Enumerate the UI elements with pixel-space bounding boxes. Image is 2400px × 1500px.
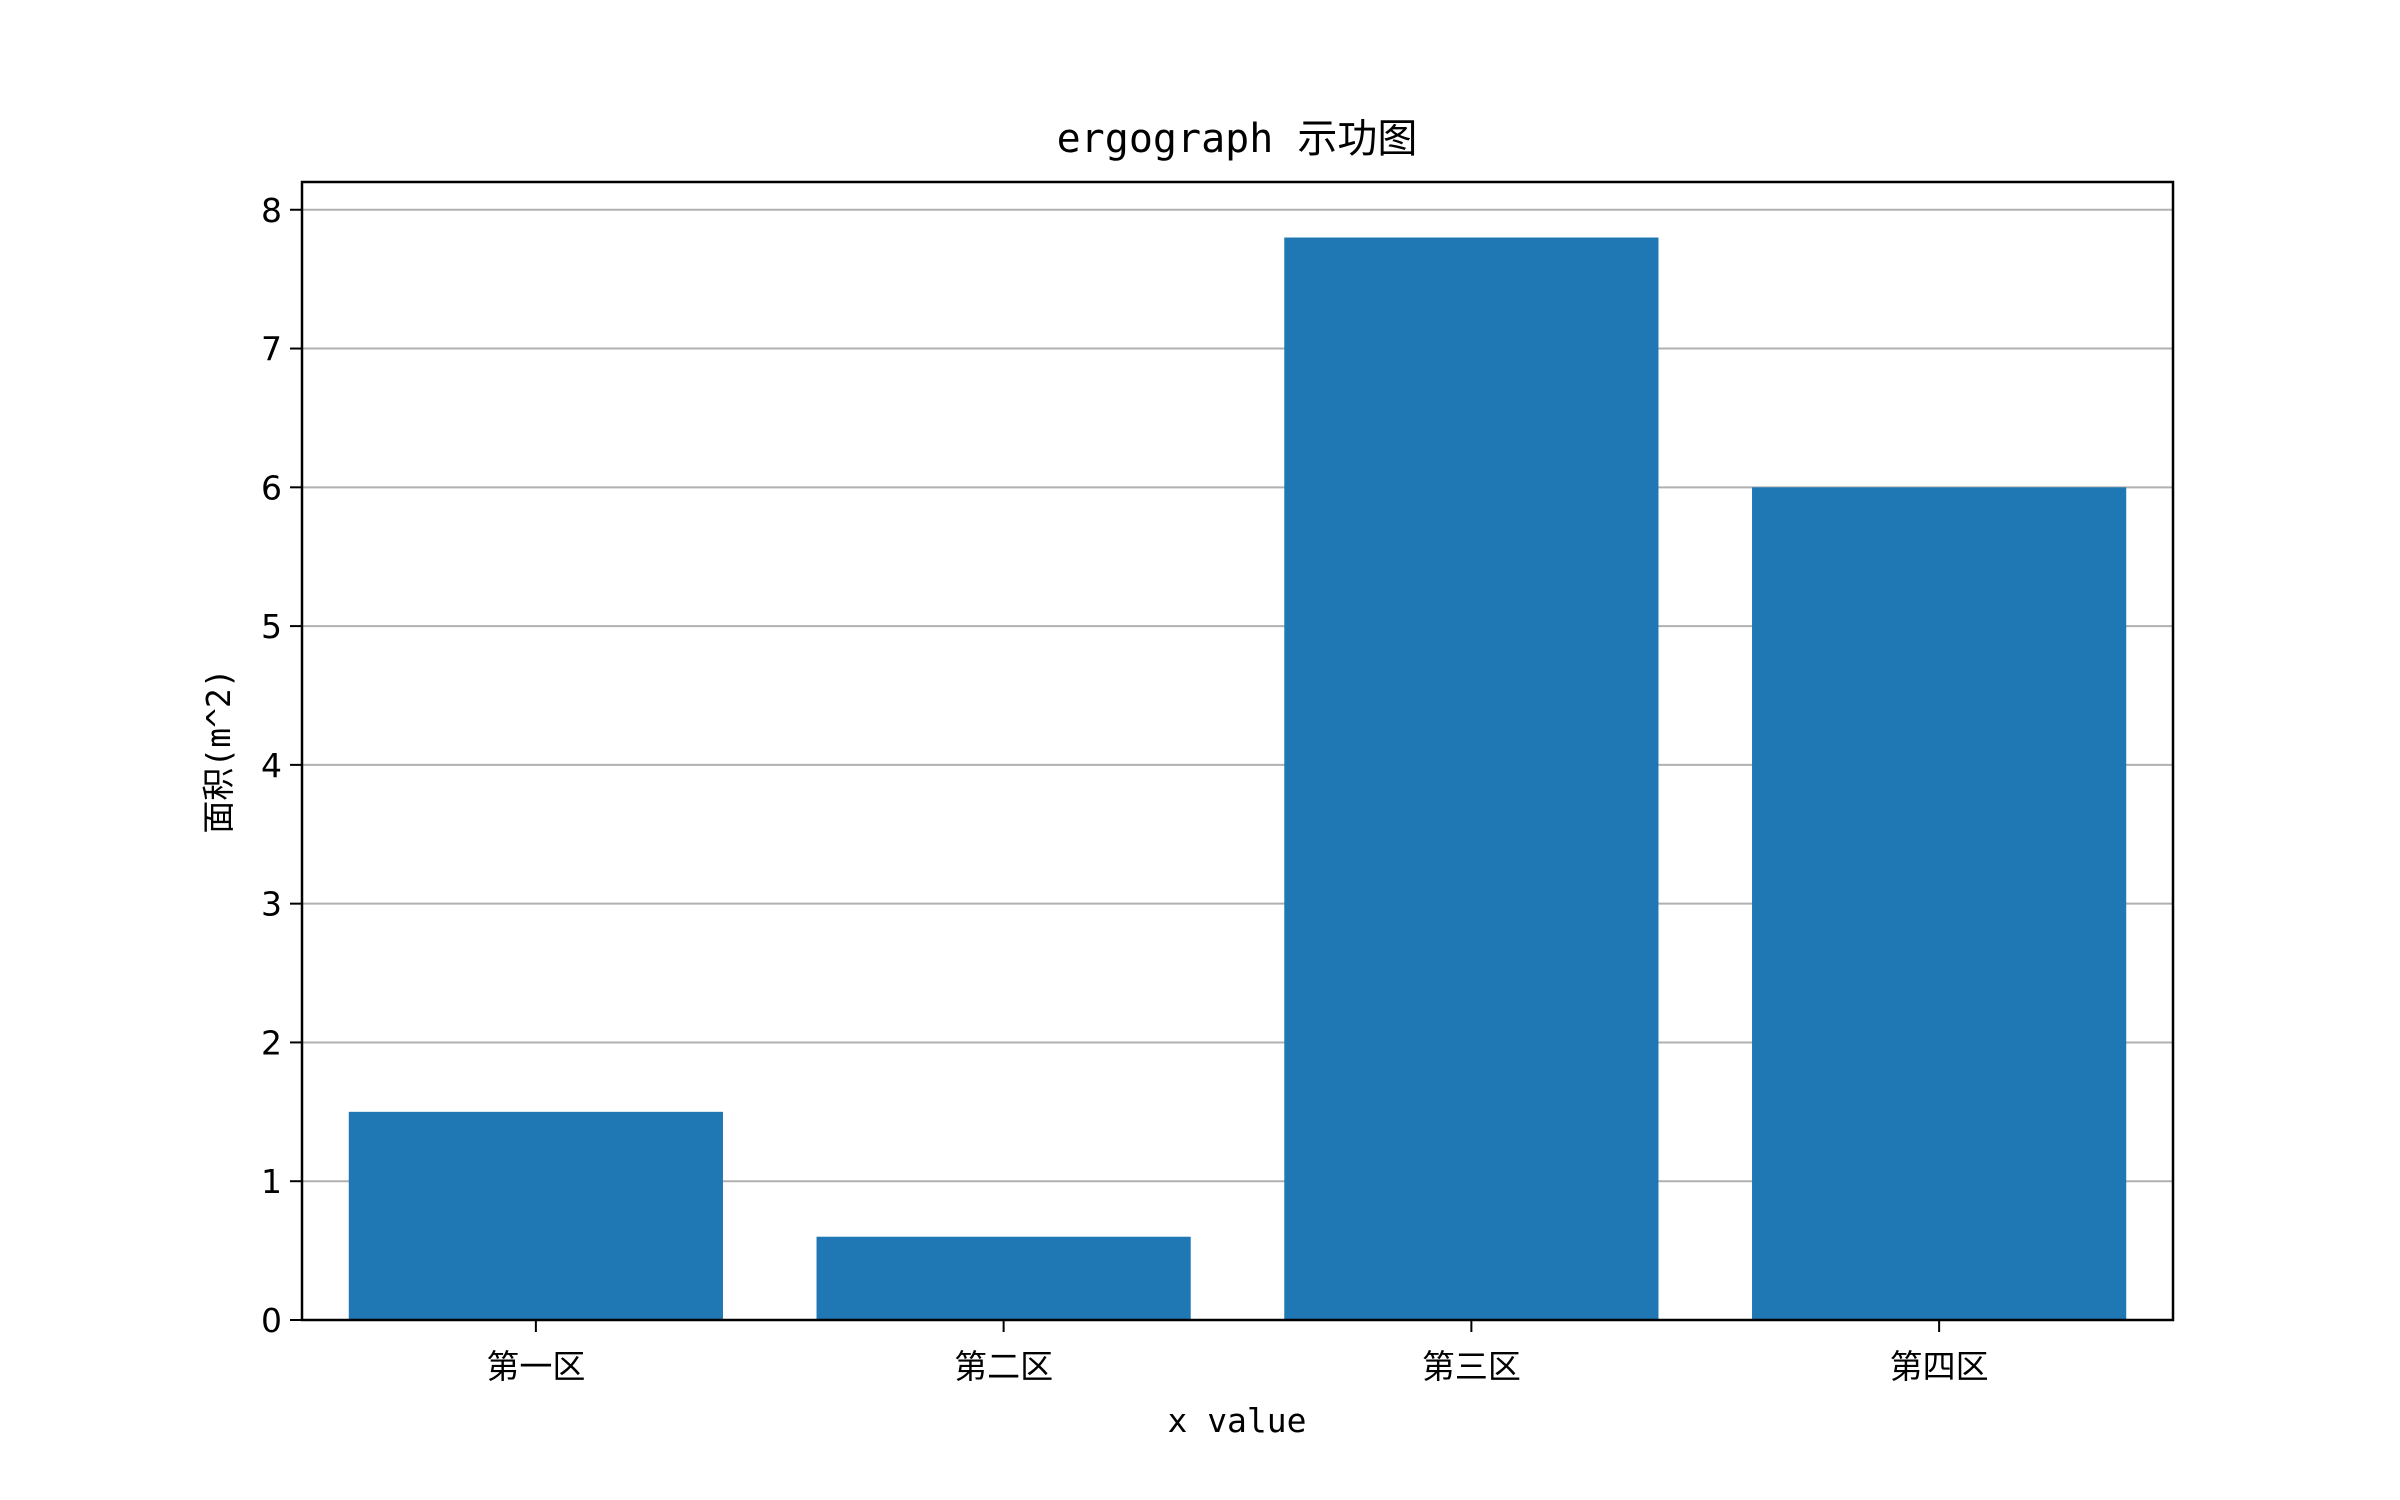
x-axis-label: x value (1167, 1401, 1306, 1440)
y-tick-label: 5 (261, 607, 282, 646)
plot-frame (300, 180, 2175, 1322)
chart-title: ergograph 示功图 (1057, 116, 1418, 162)
y-tick-label: 1 (261, 1162, 282, 1201)
y-tick-label: 0 (261, 1301, 282, 1340)
bar-2 (816, 1236, 1191, 1320)
x-tick-label: 第一区 (486, 1347, 585, 1386)
bar-4 (1752, 487, 2127, 1320)
y-tick-label: 6 (261, 468, 282, 507)
x-tick-label: 第二区 (954, 1347, 1053, 1386)
bar-3 (1284, 237, 1659, 1320)
y-tick-label: 4 (261, 746, 282, 785)
x-tick-label: 第四区 (1890, 1347, 1989, 1386)
x-tick-label: 第三区 (1422, 1347, 1521, 1386)
y-ticks: 0 1 2 3 4 5 6 7 8 (261, 191, 302, 1340)
x-ticks: 第一区 第二区 第三区 第四区 (486, 1320, 1989, 1386)
bars (348, 237, 2127, 1320)
y-tick-label: 7 (261, 330, 282, 369)
y-axis-label: 面积(m^2) (199, 668, 238, 833)
bar-1 (348, 1111, 723, 1320)
y-tick-label: 3 (261, 885, 282, 924)
y-tick-label: 2 (261, 1023, 282, 1062)
y-tick-label: 8 (261, 191, 282, 230)
